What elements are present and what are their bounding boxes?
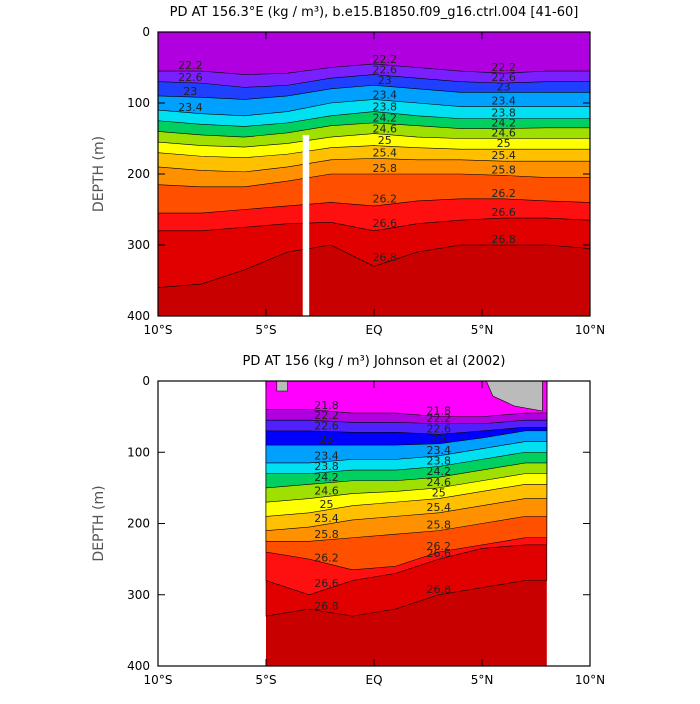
contour-label: 25.4	[373, 147, 398, 160]
contour-label: 26.8	[314, 600, 339, 613]
contour-label: 25.8	[373, 162, 398, 175]
contour-label: 22.6	[373, 63, 398, 76]
x-tick-label: 10°N	[575, 323, 605, 337]
contour-label: 22.6	[491, 71, 516, 84]
missing-data	[302, 134, 310, 316]
contour-label: 25	[432, 487, 446, 500]
contour-band	[158, 32, 590, 75]
y-tick-label: 400	[127, 659, 150, 673]
y-tick-label: 0	[142, 374, 150, 388]
contour-label: 23.8	[427, 455, 452, 468]
contour-label: 25	[319, 498, 333, 511]
x-tick-label: 10°S	[144, 323, 173, 337]
contour-label: 21.8	[427, 405, 452, 418]
contour-label: 23	[497, 80, 511, 93]
contour-label: 24.2	[427, 465, 452, 478]
contour-label: 25.4	[314, 512, 339, 525]
y-tick-label: 400	[127, 309, 150, 323]
chart-title: PD AT 156 (kg / m³) Johnson et al (2002)	[243, 354, 506, 369]
contour-label: 26.2	[427, 540, 452, 553]
y-tick-label: 200	[127, 517, 150, 531]
contour-label: 23.4	[373, 88, 398, 101]
contour-label: 26.8	[491, 233, 516, 246]
contour-label: 24.6	[427, 476, 452, 489]
contour-label: 25.4	[491, 149, 516, 162]
x-tick-label: 5°N	[471, 673, 494, 687]
x-tick-label: EQ	[365, 673, 382, 687]
contour-label: 22.2	[178, 59, 203, 72]
contour-label: 25.4	[427, 501, 452, 514]
x-tick-label: 5°N	[471, 323, 494, 337]
contour-label: 22.2	[373, 53, 398, 66]
contour-label: 24.6	[314, 485, 339, 498]
contour-label: 22.6	[427, 422, 452, 435]
contour-label: 22.2	[491, 61, 516, 74]
contour-label: 25.8	[314, 528, 339, 541]
y-tick-label: 100	[127, 445, 150, 459]
contour-label: 26.6	[427, 547, 452, 560]
contour-label: 23.4	[427, 444, 452, 457]
contour-label: 21.8	[314, 399, 339, 412]
contour-label: 23.8	[314, 460, 339, 473]
contour-label: 23	[432, 432, 446, 445]
contour-label: 25	[378, 134, 392, 147]
contour-label: 26.6	[373, 217, 398, 230]
contour-label: 24.6	[373, 122, 398, 135]
contour-label: 26.8	[427, 583, 452, 596]
x-tick-label: 5°S	[255, 323, 276, 337]
x-tick-label: 10°N	[575, 673, 605, 687]
x-tick-label: 10°S	[144, 673, 173, 687]
contour-label: 25.8	[427, 519, 452, 532]
contour-label: 26.6	[314, 577, 339, 590]
contour-label: 26.2	[373, 193, 398, 206]
y-tick-label: 100	[127, 96, 150, 110]
contour-label: 24.6	[491, 127, 516, 140]
land-mask	[276, 381, 288, 392]
contour-band	[265, 381, 548, 417]
contour-label: 23	[183, 85, 197, 98]
x-tick-label: 5°S	[255, 673, 276, 687]
contour-label: 23.4	[491, 95, 516, 108]
contour-label: 25	[497, 137, 511, 150]
chart-title: PD AT 156.3°E (kg / m³), b.e15.B1850.f09…	[170, 5, 579, 20]
y-axis-label: DEPTH (m)	[91, 136, 107, 212]
contour-label: 23.8	[491, 107, 516, 120]
contour-label: 23.8	[373, 101, 398, 114]
y-tick-label: 300	[127, 588, 150, 602]
y-tick-label: 300	[127, 238, 150, 252]
contour-label: 26.8	[373, 251, 398, 264]
contour-label: 23	[378, 74, 392, 87]
x-tick-label: EQ	[365, 323, 382, 337]
contour-label: 24.2	[491, 117, 516, 130]
contour-label: 26.2	[491, 187, 516, 200]
contour-label: 22.2	[314, 409, 339, 422]
y-tick-label: 200	[127, 167, 150, 181]
contour-label: 26.6	[491, 206, 516, 219]
contour-label: 22.6	[178, 71, 203, 84]
contour-label: 23	[319, 433, 333, 446]
y-axis-label: DEPTH (m)	[91, 485, 107, 561]
y-tick-label: 0	[142, 25, 150, 39]
contour-label: 23.4	[314, 450, 339, 463]
contour-label: 22.2	[427, 412, 452, 425]
contour-label: 23.4	[178, 101, 203, 114]
contour-label: 22.6	[314, 419, 339, 432]
contour-label: 26.2	[314, 551, 339, 564]
land-mask	[485, 381, 543, 412]
contour-label: 24.2	[314, 471, 339, 484]
contour-label: 24.2	[373, 112, 398, 125]
contour-label: 25.8	[491, 163, 516, 176]
